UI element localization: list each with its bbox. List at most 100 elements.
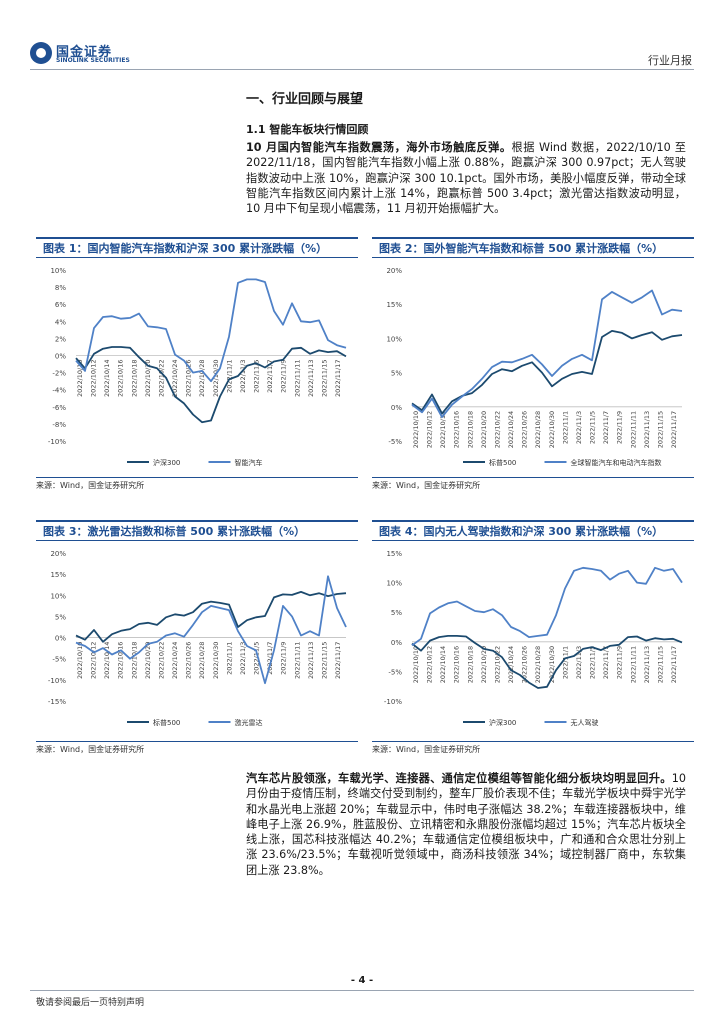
logo-mark-icon: [30, 42, 52, 64]
y-tick-label: -15%: [48, 698, 66, 706]
x-tick-label: 2022/10/26: [185, 360, 193, 397]
page-number: - 4 -: [350, 975, 374, 986]
x-tick-label: 2022/11/3: [239, 360, 247, 393]
x-tick-label: 2022/10/22: [157, 360, 165, 397]
series-line-0: [411, 330, 683, 415]
x-tick-label: 2022/10/10: [76, 360, 84, 397]
x-tick-label: 2022/10/30: [548, 646, 556, 683]
chart-1: -10% -8% -6% -4% -2% 0% 2% 4% 6% 8% 10% 2022/10/10 2…: [36, 260, 358, 475]
y-tick-label: 15%: [386, 550, 402, 558]
x-tick-label: 2022/10/14: [103, 360, 111, 397]
figure-4-title: 图表 4：国内无人驾驶指数和沪深 300 累计涨跌幅（%）: [372, 520, 694, 541]
x-tick-label: 2022/10/26: [185, 642, 193, 679]
x-tick-label: 2022/10/28: [198, 360, 206, 397]
company-logo: 国金证券 SINOLINK SECURITIES: [30, 41, 140, 65]
x-tick-label: 2022/11/17: [334, 642, 342, 679]
y-tick-label: 4%: [55, 318, 66, 326]
series-line-0: [411, 635, 683, 689]
x-tick-label: 2022/11/5: [589, 411, 597, 444]
chart-svg: -15% -10% -5% 0% 5% 10% 15% 20% 2022/10/10 2022/1…: [48, 550, 347, 727]
y-tick-label: 5%: [55, 613, 66, 621]
x-tick-label: 2022/10/18: [130, 360, 138, 397]
x-tick-label: 2022/11/11: [629, 646, 637, 683]
x-tick-label: 2022/10/30: [212, 360, 220, 397]
y-tick-label: 0%: [55, 635, 66, 643]
x-tick-label: 2022/11/5: [253, 360, 261, 393]
paragraph-lead: 汽车芯片股领涨，车载光学、连接器、通信定位模组等智能化细分板块均明显回升。: [246, 772, 672, 785]
x-tick-label: 2022/11/1: [561, 646, 569, 679]
y-tick-label: 10%: [386, 335, 402, 343]
x-tick-label: 2022/11/15: [320, 360, 328, 397]
x-tick-label: 2022/10/18: [130, 642, 138, 679]
paragraph-body: 根据 Wind 数据，2022/10/10 至 2022/11/18，国内智能汽…: [246, 141, 686, 216]
x-tick-label: 2022/10/12: [426, 411, 434, 448]
x-tick-label: 2022/10/18: [466, 411, 474, 448]
x-tick-label: 2022/11/11: [293, 642, 301, 679]
chart-3: -15% -10% -5% 0% 5% 10% 15% 20% 2022/10/10 2022/1…: [36, 543, 358, 735]
x-tick-label: 2022/11/11: [293, 360, 301, 397]
x-tick-label: 2022/11/5: [253, 642, 261, 675]
x-tick-label: 2022/10/16: [117, 642, 125, 679]
y-tick-label: -5%: [52, 656, 66, 664]
chart-2: -5% 0% 5% 10% 15% 20% 2022/10/10 2022/10/12 2022…: [372, 260, 694, 475]
y-tick-label: -2%: [52, 370, 66, 378]
x-tick-label: 2022/10/28: [534, 411, 542, 448]
figure-1-title: 图表 1：国内智能汽车指数和沪深 300 累计涨跌幅（%）: [36, 237, 358, 258]
y-tick-label: -5%: [388, 668, 402, 676]
section-title: 一、行业回顾与展望: [246, 92, 364, 107]
legend-label-0: 标普500: [153, 718, 180, 727]
figure-3-source: 来源：Wind，国金证券研究所: [36, 741, 358, 755]
x-tick-label: 2022/10/28: [534, 646, 542, 683]
x-tick-label: 2022/10/20: [144, 642, 152, 679]
header-divider: [30, 69, 694, 70]
x-tick-label: 2022/11/13: [307, 642, 315, 679]
x-tick-label: 2022/11/7: [266, 360, 274, 393]
x-tick-label: 2022/10/16: [453, 646, 461, 683]
x-tick-label: 2022/11/3: [575, 646, 583, 679]
x-tick-label: 2022/11/17: [670, 646, 678, 683]
y-tick-label: 2%: [55, 335, 66, 343]
x-tick-label: 2022/10/28: [198, 642, 206, 679]
legend-label-0: 沪深300: [489, 718, 516, 727]
x-tick-label: 2022/10/24: [507, 411, 515, 448]
x-tick-label: 2022/11/17: [334, 360, 342, 397]
x-tick-label: 2022/11/9: [280, 360, 288, 393]
section-subtitle: 1.1 智能车板块行情回顾: [246, 123, 369, 136]
x-tick-label: 2022/10/20: [480, 411, 488, 448]
x-tick-label: 2022/11/5: [589, 646, 597, 679]
paragraph-market-review: 10 月国内智能汽车指数震荡，海外市场触底反弹。根据 Wind 数据，2022/…: [246, 140, 686, 216]
x-tick-label: 2022/10/10: [76, 642, 84, 679]
y-tick-label: -10%: [384, 698, 402, 706]
report-type: 行业月报: [648, 54, 692, 67]
x-tick-label: 2022/10/22: [157, 642, 165, 679]
y-tick-label: 20%: [50, 550, 66, 558]
x-tick-label: 2022/10/20: [144, 360, 152, 397]
x-tick-label: 2022/10/24: [507, 646, 515, 683]
y-tick-label: -6%: [52, 404, 66, 412]
x-tick-label: 2022/10/26: [521, 646, 529, 683]
x-tick-label: 2022/11/1: [225, 642, 233, 675]
x-tick-label: 2022/11/3: [575, 411, 583, 444]
x-tick-label: 2022/10/26: [521, 411, 529, 448]
y-tick-label: 0%: [391, 404, 402, 412]
x-tick-label: 2022/10/24: [171, 360, 179, 397]
x-tick-label: 2022/11/15: [656, 646, 664, 683]
x-tick-label: 2022/11/11: [629, 411, 637, 448]
chart-svg: -10% -5% 0% 5% 10% 15% 2022/10/10 2022/10/12 202…: [384, 550, 683, 727]
x-tick-label: 2022/11/1: [225, 360, 233, 393]
y-tick-label: -8%: [52, 421, 66, 429]
footer-divider: [30, 990, 694, 991]
legend-label-0: 沪深300: [153, 458, 180, 467]
series-line-0: [75, 591, 347, 643]
x-tick-label: 2022/10/14: [439, 411, 447, 448]
x-tick-label: 2022/11/13: [643, 411, 651, 448]
chart-svg: -5% 0% 5% 10% 15% 20% 2022/10/10 2022/10/12 2022…: [386, 267, 683, 467]
y-tick-label: 5%: [391, 609, 402, 617]
x-tick-label: 2022/10/22: [493, 646, 501, 683]
y-tick-label: 10%: [50, 267, 66, 275]
x-tick-label: 2022/11/1: [561, 411, 569, 444]
y-tick-label: -10%: [48, 438, 66, 446]
x-tick-label: 2022/11/17: [670, 411, 678, 448]
y-tick-label: 6%: [55, 301, 66, 309]
figure-2-source: 来源：Wind，国金证券研究所: [372, 477, 694, 491]
